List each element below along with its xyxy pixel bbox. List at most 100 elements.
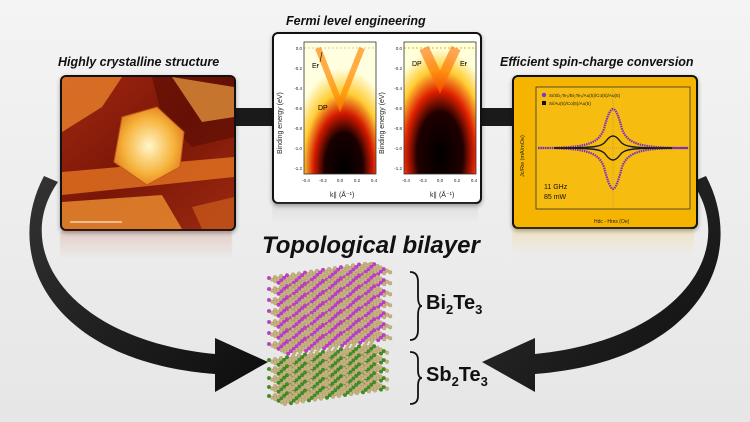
- sb2te3-atom: [288, 392, 293, 397]
- bi2te3-atom: [288, 322, 293, 328]
- sb2te3-atom: [272, 366, 278, 371]
- sb2te3-atom: [330, 372, 335, 377]
- sb2te3-atom: [348, 378, 353, 384]
- sb2te3-atom: [366, 354, 371, 359]
- sb2te3-atom: [312, 353, 317, 358]
- sb2te3-atom: [294, 400, 300, 405]
- sb2te3-layers: [266, 342, 390, 407]
- bi2te3-atom: [384, 301, 390, 306]
- bi2te3-atom: [360, 312, 365, 317]
- sb2te3-atom: [362, 343, 368, 348]
- sb2te3-atom: [318, 392, 323, 397]
- sb2te3-atom: [330, 390, 335, 395]
- sb2te3-atom: [306, 376, 311, 381]
- bi2te3-atom: [336, 311, 341, 316]
- arpes-x-tick: -0.2: [319, 178, 327, 183]
- bi2te3-atom: [282, 308, 287, 313]
- bi2te3-atom: [306, 338, 311, 343]
- bi2te3-atom: [348, 291, 353, 297]
- bi2te3-atom: [354, 286, 359, 292]
- bi2te3-atom: [306, 320, 311, 325]
- bi2te3-atom: [372, 317, 377, 322]
- sb2te3-atom: [278, 383, 284, 388]
- sb2te3-atom: [336, 380, 341, 385]
- bi2te3-atom: [306, 287, 311, 292]
- right-curved-arrow: [482, 176, 721, 392]
- sb2te3-atom: [339, 387, 344, 392]
- bi2te3-atom: [336, 341, 342, 346]
- bi2te3-atom: [375, 278, 380, 284]
- sb2te3-atom: [324, 395, 330, 400]
- bi2te3-atom: [300, 299, 305, 304]
- arpes-right-x-label: k∥ (Å⁻¹): [430, 190, 454, 199]
- sb2te3-atom: [308, 387, 314, 392]
- bi2te3-atom: [384, 334, 390, 339]
- sb2te3-atom: [276, 398, 281, 403]
- sb2te3-atom: [272, 384, 278, 389]
- sb2te3-atom: [357, 366, 362, 371]
- bi2te3-atom: [308, 313, 314, 318]
- arpes-y-tick: -0.6: [394, 106, 402, 111]
- sb2te3-atom: [294, 378, 299, 383]
- sb2te3-atom: [338, 356, 344, 361]
- bi2te3-atom: [302, 325, 308, 330]
- bi2te3-atom: [342, 270, 347, 275]
- bi2te3-atom: [266, 341, 272, 347]
- sb2te3-atom: [276, 394, 281, 399]
- sb2te3-atom: [362, 361, 368, 366]
- bi2te3-atom: [327, 341, 332, 346]
- sb2te3-atom: [348, 374, 353, 379]
- bi2te3-atom: [276, 287, 281, 292]
- sb2te3-atom: [282, 388, 287, 393]
- bi2te3-atom: [284, 284, 290, 289]
- sb2te3-atom: [375, 363, 380, 368]
- sb2te3-atom: [339, 360, 344, 365]
- bi2te3-atom: [302, 270, 308, 275]
- bi2te3-atom: [354, 330, 359, 336]
- bi2te3-atom: [378, 331, 383, 336]
- bi2te3-atom: [342, 288, 347, 293]
- sb2te3-atom: [345, 350, 350, 355]
- bi2te3-atom: [279, 300, 284, 305]
- bi2te3-atom: [300, 310, 305, 315]
- arpes-y-tick: -0.8: [394, 126, 402, 131]
- sb2te3-atom: [344, 346, 350, 351]
- sb2te3-atom: [300, 382, 305, 387]
- sb2te3-atom: [372, 344, 377, 349]
- bi2te3-atom: [282, 290, 287, 295]
- bi2te3-atom: [368, 293, 374, 298]
- sb2te3-atom: [300, 399, 306, 404]
- bi2te3-atom: [354, 319, 359, 325]
- layer-braces: [409, 271, 422, 405]
- bi2te3-atom: [270, 332, 275, 337]
- sb2te3-atom: [296, 353, 302, 358]
- bi2te3-atom: [350, 274, 356, 279]
- bi2te3-atom: [286, 351, 291, 356]
- bi2te3-atom: [297, 286, 302, 291]
- bi2te3-atom: [354, 308, 359, 314]
- left-curved-arrow: [29, 176, 268, 392]
- bi2te3-atom: [332, 288, 338, 293]
- bi2te3-atom: [327, 337, 332, 342]
- bi2te3-atom: [366, 337, 372, 342]
- bi2te3-atom: [288, 311, 293, 317]
- bi2te3-atom: [372, 306, 377, 311]
- sb2te3-atom: [350, 345, 356, 350]
- sb2te3-atom: [356, 362, 362, 367]
- sb2te3-atom: [294, 373, 299, 379]
- bi2te3-atom: [372, 273, 377, 278]
- sb2te3-atom: [270, 368, 275, 373]
- bi2te3-atom: [345, 334, 350, 339]
- bi2te3-atom: [282, 334, 287, 339]
- bi2te3-atom: [332, 299, 338, 304]
- bi2te3-atom: [375, 333, 380, 339]
- arpes-x-tick: -0.2: [419, 178, 427, 183]
- bi2te3-atom: [276, 313, 281, 318]
- bi2te3-atom: [366, 263, 371, 268]
- bi2te3-atom: [330, 338, 335, 343]
- bi2te3-atom: [350, 318, 356, 323]
- sb2te3-atom: [348, 360, 353, 366]
- bi2te3-atom: [266, 308, 272, 314]
- sb2te3-atom: [303, 392, 308, 397]
- bi2te3-atom: [330, 301, 335, 306]
